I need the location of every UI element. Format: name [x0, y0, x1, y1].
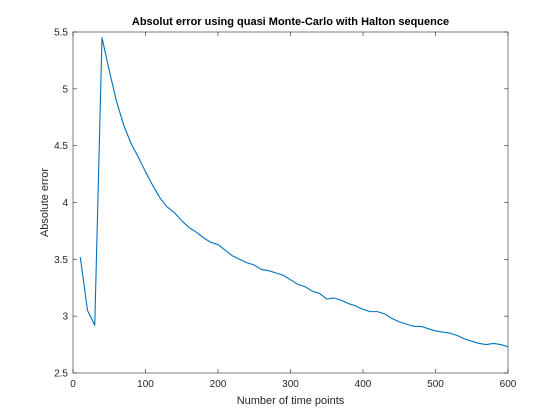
x-tick-label: 300 [282, 379, 299, 390]
y-tick-label: 5.5 [54, 28, 68, 39]
x-tick-label: 0 [70, 379, 76, 390]
x-tick-label: 500 [427, 379, 444, 390]
x-tick-label: 400 [355, 379, 372, 390]
x-tick-label: 600 [500, 379, 517, 390]
y-axis-ticks: 2.5 3 3.5 4 4.5 5 5.5 [54, 28, 508, 380]
y-tick-label: 3 [62, 312, 68, 323]
x-axis-label: Number of time points [237, 395, 345, 407]
series-line [79, 37, 509, 348]
y-tick-label: 2.5 [54, 369, 68, 380]
chart-title: Absolut error using quasi Monte-Carlo wi… [132, 16, 449, 28]
x-axis-ticks: 0 100 200 300 400 500 600 [70, 32, 517, 390]
y-tick-label: 3.5 [54, 255, 68, 266]
axes-box [72, 31, 509, 374]
y-tick-label: 4.5 [54, 141, 68, 152]
x-tick-label: 200 [210, 379, 227, 390]
y-tick-label: 4 [62, 198, 68, 209]
y-axis-label: Absolute error [39, 168, 51, 237]
plot-area [73, 32, 508, 373]
x-tick-label: 100 [137, 379, 154, 390]
y-tick-label: 5 [62, 84, 68, 95]
